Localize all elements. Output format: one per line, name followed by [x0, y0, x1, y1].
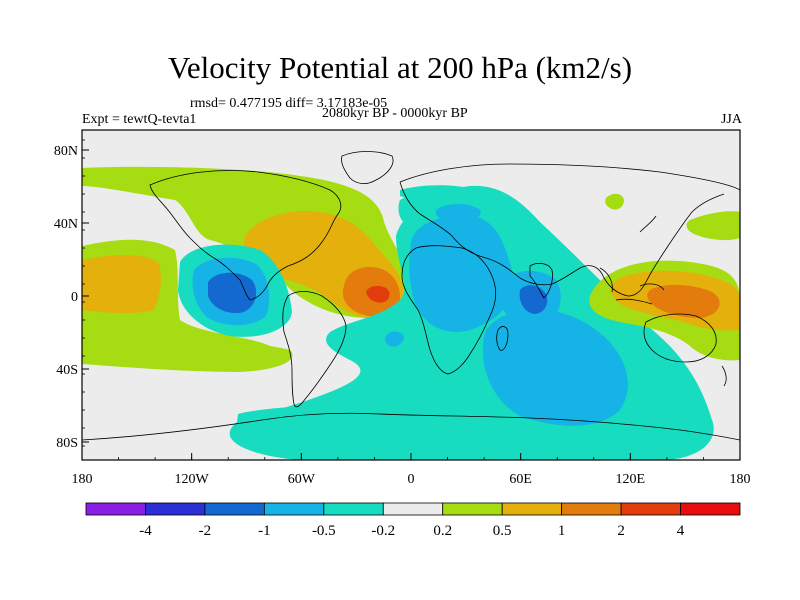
colorbar-label: -2	[199, 523, 212, 539]
lat-tick-label: 40N	[54, 217, 78, 232]
colorbar-label: 1	[558, 523, 566, 539]
contour-field	[82, 130, 740, 460]
colorbar-swatch	[85, 502, 146, 516]
contour-cyan-africa	[409, 216, 514, 332]
colorbar-swatch	[145, 502, 206, 516]
coastline-antarctica	[82, 412, 740, 441]
rmsd-diff-stats: rmsd= 0.477195 diff= 3.17183e-05	[190, 96, 388, 111]
coastline-new-zealand	[721, 365, 727, 387]
colorbar-label: -1	[258, 523, 271, 539]
coastline-india	[529, 262, 553, 299]
colorbar-label: -0.5	[312, 523, 336, 539]
contour-cyan-indian-ocean	[482, 309, 628, 426]
colorbar-swatch	[382, 502, 444, 516]
colorbar: -4 -2 -1 -0.5 -0.2 0.2 0.5 1 2 4	[85, 502, 741, 539]
coastline-australia	[643, 313, 717, 363]
lat-tick-label: 0	[71, 290, 78, 305]
plot-title: Velocity Potential at 200 hPa (km2/s)	[167, 50, 633, 85]
contour-teal-south-pacific-strip	[236, 406, 410, 437]
contour-green-northwest-pacific	[686, 211, 740, 241]
colorbar-label: -0.2	[371, 523, 395, 539]
lat-tick-label: 40S	[56, 363, 78, 378]
contour-green-north-pacific-tip	[605, 193, 624, 210]
experiment-label: Expt = tewtQ-tevta1	[82, 112, 197, 127]
colorbar-swatch	[620, 502, 681, 516]
lon-tick-label: 60E	[509, 472, 532, 487]
coastline-greenland	[341, 151, 394, 184]
colorbar-label: 4	[677, 523, 685, 539]
lon-tick-label: 180	[72, 472, 93, 487]
lat-tick-label: 80S	[56, 436, 78, 451]
lon-tick-label: 120W	[175, 472, 210, 487]
contour-teal-eurasia	[400, 185, 474, 200]
contour-blue-east-pacific	[208, 272, 257, 314]
colorbar-label: 2	[617, 523, 625, 539]
colorbar-swatch	[561, 502, 622, 516]
coastline-south-america	[282, 291, 347, 408]
contour-green-south-pacific	[82, 330, 293, 372]
lat-tick-label: 80N	[54, 144, 78, 159]
colorbar-swatch	[263, 502, 325, 516]
coastline-eurasia	[399, 163, 740, 297]
colorbar-label: 0.5	[493, 523, 512, 539]
colorbar-swatch	[501, 502, 563, 516]
lon-tick-label: 60W	[288, 472, 316, 487]
coastlines	[82, 151, 740, 441]
contour-orange-west-pacific	[82, 255, 161, 314]
coastline-southeast-asia	[599, 267, 665, 305]
season-label: JJA	[720, 112, 742, 127]
colorbar-swatch	[680, 502, 741, 516]
colorbar-swatch	[204, 502, 265, 516]
coastline-north-america	[149, 170, 342, 301]
coastline-africa	[401, 245, 496, 375]
contour-cyan-north-atlantic	[435, 204, 481, 222]
colorbar-label: 0.2	[433, 523, 452, 539]
lon-tick-label: 120E	[616, 472, 646, 487]
contour-cyan-south-atlantic	[385, 331, 404, 347]
coastline-madagascar	[496, 326, 509, 351]
colorbar-swatch	[323, 502, 384, 516]
longitude-axis: 180 120W 60W 0 60E 120E 180	[72, 453, 751, 487]
lon-tick-label: 180	[730, 472, 751, 487]
colorbar-swatch	[442, 502, 503, 516]
latitude-axis: 80N 40N 0 40S 80S	[54, 139, 89, 451]
contour-red-core-west-africa	[366, 285, 390, 303]
colorbar-label: -4	[139, 523, 152, 539]
period-label: 2080kyr BP - 0000kyr BP	[322, 106, 468, 121]
coastline-japan	[639, 215, 657, 233]
contour-darkorange-maritime-continent	[647, 284, 720, 318]
lon-tick-label: 0	[408, 472, 415, 487]
